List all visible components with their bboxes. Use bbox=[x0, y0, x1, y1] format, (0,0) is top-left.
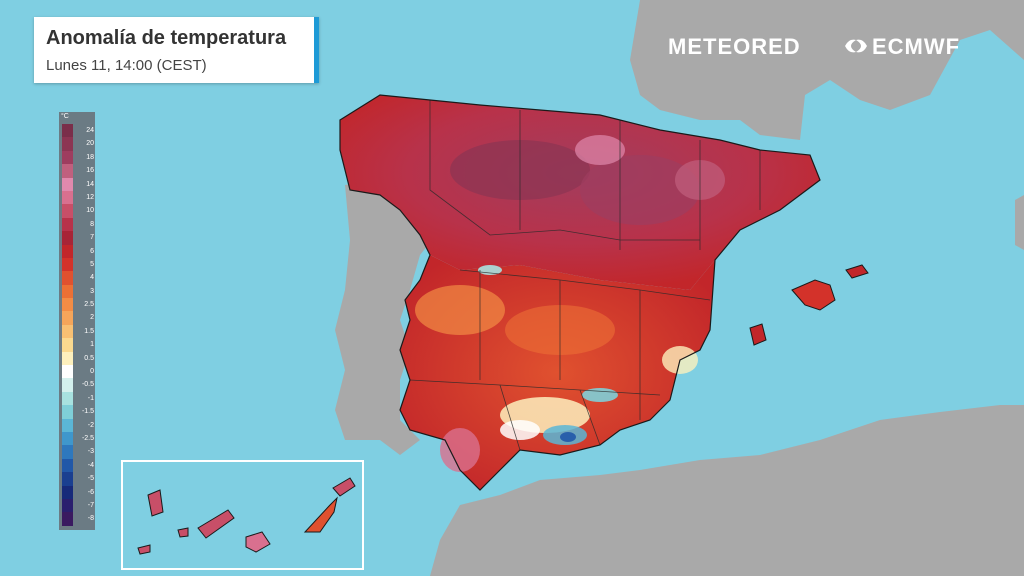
legend-label: 16 bbox=[86, 167, 94, 175]
legend-labels: 24 20 18 16 14 12 10 8 7 6 5 4 3 2.5 2 1.5 1 0.5 0 -0.5 -1 -1… bbox=[75, 124, 94, 526]
legend-swatch bbox=[62, 177, 73, 191]
legend-label: 24 bbox=[86, 127, 94, 134]
legend-label: -1 bbox=[87, 394, 94, 402]
fuerteventura-island bbox=[303, 496, 338, 533]
france-land bbox=[630, 0, 1024, 140]
province-boundaries bbox=[409, 100, 761, 451]
legend-unit: °C bbox=[61, 113, 69, 120]
legend-swatch bbox=[62, 472, 73, 486]
legend-label: -8 bbox=[87, 515, 94, 523]
legend-swatch bbox=[62, 338, 73, 352]
lanzarote-island bbox=[332, 477, 356, 497]
ibiza-island bbox=[749, 323, 767, 346]
legend-swatch bbox=[62, 445, 73, 459]
legend-label: -7 bbox=[87, 501, 94, 509]
legend-label: 5 bbox=[90, 260, 94, 268]
lapalma-island bbox=[147, 489, 164, 517]
legend-label: 6 bbox=[90, 247, 94, 255]
legend-swatch bbox=[62, 431, 73, 446]
legend-label: -4 bbox=[87, 461, 94, 469]
legend-label: -3 bbox=[87, 448, 94, 456]
legend-label: 2.5 bbox=[84, 301, 94, 309]
legend-label: 18 bbox=[86, 153, 94, 161]
legend-swatch bbox=[62, 485, 73, 499]
legend-swatch bbox=[62, 137, 73, 151]
legend-swatch bbox=[62, 298, 73, 312]
anomaly-patch bbox=[500, 420, 540, 440]
legend-label: -5 bbox=[87, 475, 94, 483]
canary-islands-inset bbox=[121, 460, 364, 570]
color-legend: °C 24 20 18 16 14 12 10 8 7 6 5 4 3 2.5 2 1.5 1 0.5 0 -0.5 -… bbox=[59, 112, 95, 530]
legend-swatch bbox=[62, 512, 73, 526]
mallorca-island bbox=[791, 279, 836, 311]
legend-label: 20 bbox=[86, 140, 94, 148]
legend-swatch bbox=[62, 204, 73, 218]
legend-swatch bbox=[62, 244, 73, 258]
map-title-box: Anomalía de temperatura Lunes 11, 14:00 … bbox=[34, 17, 319, 83]
legend-label: -6 bbox=[87, 488, 94, 496]
legend-swatch bbox=[62, 150, 73, 165]
legend-swatch bbox=[62, 351, 73, 366]
legend-swatch bbox=[62, 391, 73, 406]
legend-swatch bbox=[62, 324, 73, 339]
anomaly-patch bbox=[580, 155, 700, 225]
legend-label: 12 bbox=[86, 193, 94, 201]
legend-swatch bbox=[62, 257, 73, 272]
legend-swatch bbox=[62, 231, 73, 245]
legend-swatch bbox=[62, 378, 73, 392]
tenerife-island bbox=[197, 509, 235, 539]
legend-swatch bbox=[62, 311, 73, 325]
legend-label: 1 bbox=[90, 341, 94, 349]
hierro-island bbox=[137, 544, 151, 555]
africa-land bbox=[430, 405, 1024, 576]
portugal-land bbox=[335, 180, 440, 455]
spain-coastline bbox=[339, 94, 821, 491]
legend-label: 2 bbox=[90, 314, 94, 322]
map-subtitle: Lunes 11, 14:00 (CEST) bbox=[46, 57, 207, 74]
legend-label: -2 bbox=[87, 421, 94, 429]
meteored-logo: METEORED bbox=[668, 34, 801, 59]
legend-label: 0 bbox=[90, 368, 94, 376]
ecmwf-logo-icon bbox=[845, 39, 867, 53]
legend-swatch bbox=[62, 164, 73, 178]
legend-swatch bbox=[62, 365, 73, 379]
legend-label: -2.5 bbox=[81, 434, 94, 442]
legend-label: -1.5 bbox=[81, 408, 94, 416]
menorca-island bbox=[845, 264, 869, 279]
anomaly-patch bbox=[440, 428, 480, 472]
legend-label: 3 bbox=[90, 287, 94, 295]
legend-label: 8 bbox=[90, 220, 94, 228]
legend-swatch bbox=[62, 271, 73, 285]
ecmwf-logo: ECMWF bbox=[872, 34, 961, 59]
legend-swatch bbox=[62, 217, 73, 232]
legend-swatch bbox=[62, 284, 73, 299]
anomaly-patch bbox=[415, 285, 505, 335]
legend-swatch bbox=[62, 190, 73, 205]
legend-swatch bbox=[62, 498, 73, 513]
map-title: Anomalía de temperatura bbox=[46, 27, 287, 49]
legend-label: 0.5 bbox=[84, 354, 94, 362]
legend-swatches bbox=[62, 124, 73, 526]
legend-label: 1.5 bbox=[84, 327, 94, 335]
gomera-island bbox=[177, 527, 189, 538]
legend-swatch bbox=[62, 418, 73, 432]
legend-label: 4 bbox=[90, 274, 94, 282]
anomaly-patch bbox=[560, 432, 576, 442]
legend-swatch bbox=[62, 458, 73, 473]
legend-label: 10 bbox=[86, 207, 94, 215]
legend-label: 7 bbox=[90, 234, 94, 242]
sardinia-land bbox=[1015, 195, 1024, 250]
legend-label: -0.5 bbox=[81, 381, 94, 389]
legend-label: 14 bbox=[86, 180, 94, 188]
legend-swatch bbox=[62, 124, 73, 138]
legend-swatch bbox=[62, 405, 73, 419]
anomaly-patch bbox=[575, 135, 625, 165]
grancanaria-island bbox=[245, 531, 271, 553]
